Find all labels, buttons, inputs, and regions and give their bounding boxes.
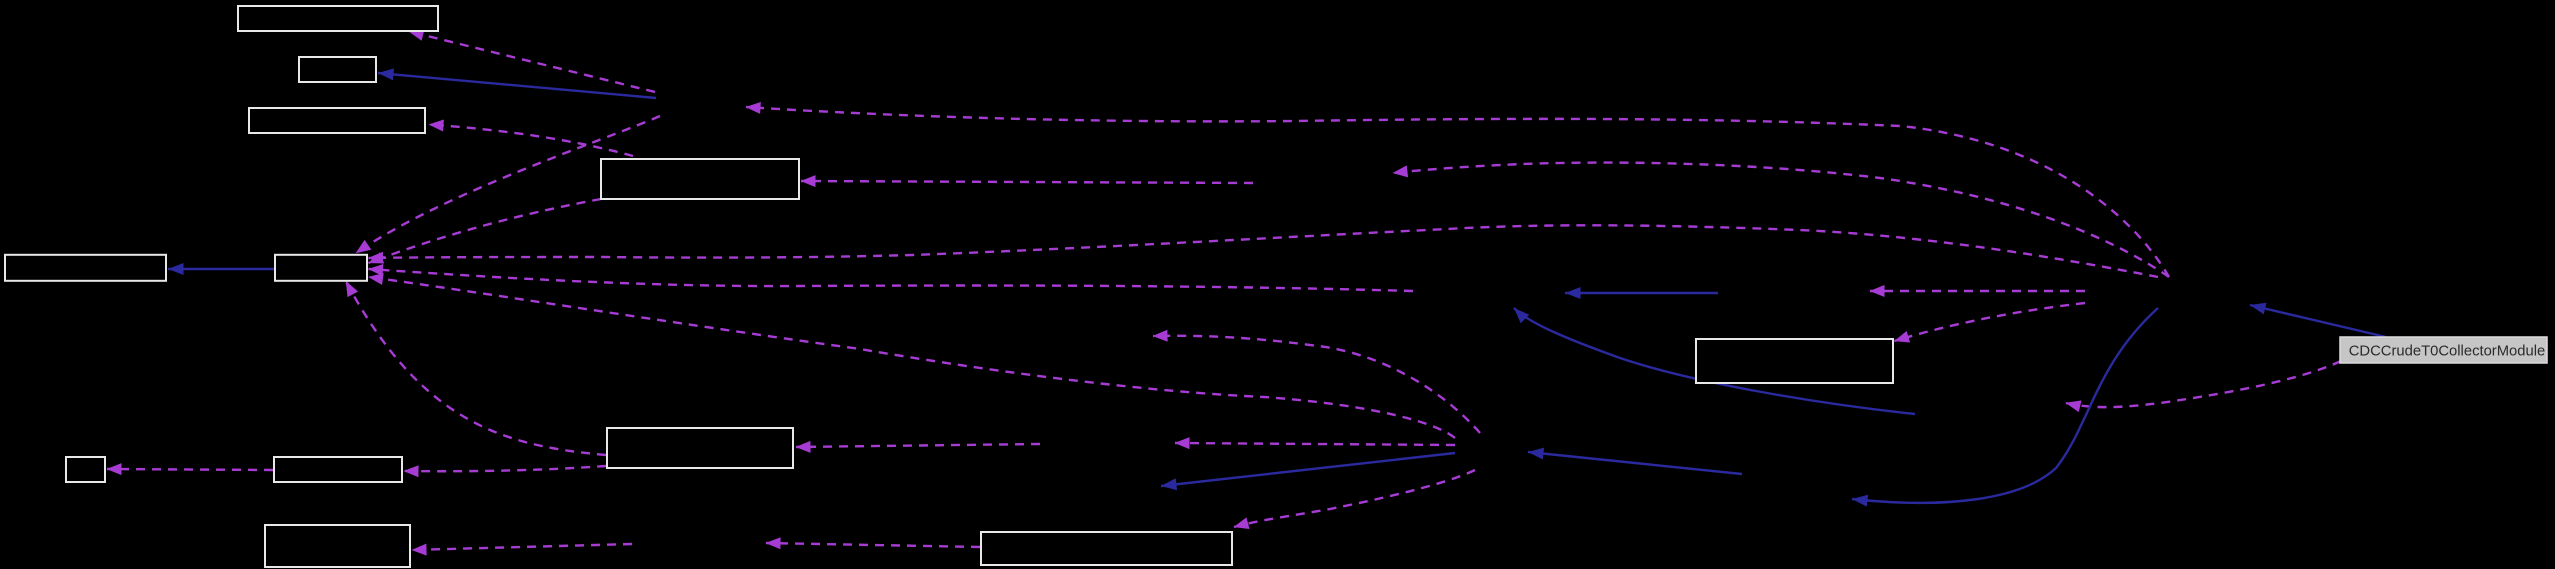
svg-text:CDCCrudeT0CollectorModule: CDCCrudeT0CollectorModule (2349, 344, 2546, 360)
